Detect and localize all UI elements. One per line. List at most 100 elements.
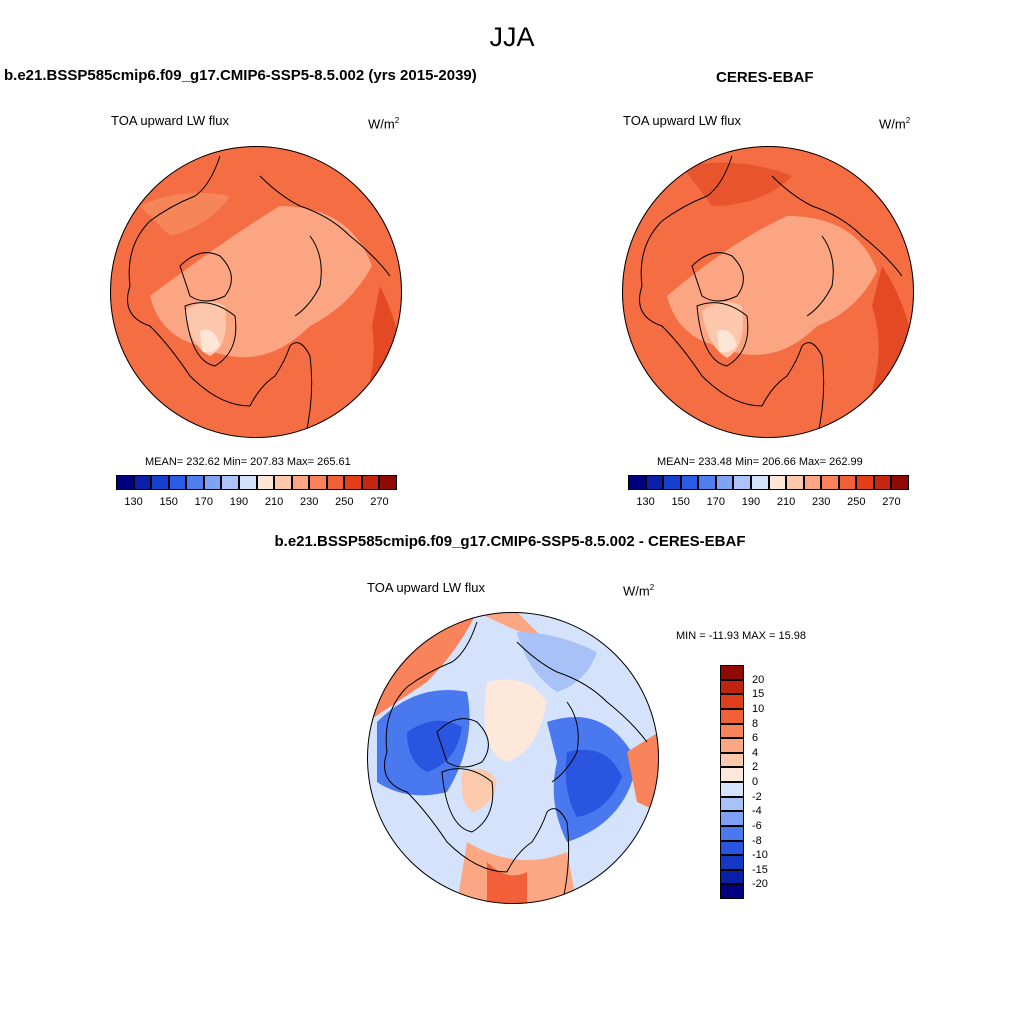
- model-variable-label: TOA upward LW flux: [111, 113, 230, 128]
- colorbar-swatch: [873, 475, 892, 490]
- diff-units-label: W/m2: [623, 583, 655, 599]
- colorbar-swatch: [720, 752, 744, 768]
- colorbar-swatch: [168, 475, 187, 490]
- colorbar-swatch: [379, 475, 397, 490]
- colorbar-swatch: [274, 475, 292, 490]
- colorbar-swatch: [856, 475, 874, 490]
- colorbar-swatch: [720, 840, 744, 856]
- colorbar-tick-label: 150: [159, 496, 178, 508]
- colorbar-swatch: [628, 475, 646, 490]
- colorbar-tick-label: 270: [370, 496, 389, 508]
- colorbar-swatch: [663, 475, 681, 490]
- obs-variable-label: TOA upward LW flux: [623, 113, 742, 128]
- colorbar-swatch: [645, 475, 664, 490]
- colorbar-tick-label: -8: [752, 834, 762, 847]
- colorbar-tick-label: 130: [636, 496, 655, 508]
- colorbar-tick-label: 0: [752, 776, 759, 788]
- colorbar-swatch: [733, 475, 751, 490]
- colorbar-swatch: [698, 475, 716, 490]
- obs-units-label: W/m2: [879, 116, 911, 132]
- colorbar-tick-label: 10: [752, 702, 765, 715]
- diff-colorbar-labels: 20 15 10 8 6 4 2 0 -2 -4 -6 -8 -10 -15 -20: [752, 665, 792, 899]
- colorbar-swatch: [821, 475, 839, 490]
- colorbar-swatch: [151, 475, 169, 490]
- colorbar-swatch: [186, 475, 204, 490]
- colorbar-swatch: [720, 694, 744, 709]
- colorbar-swatch: [720, 782, 744, 797]
- colorbar-swatch: [344, 475, 362, 490]
- colorbar-tick-label: -6: [752, 819, 762, 832]
- season-title: JJA: [489, 22, 535, 52]
- colorbar-swatch: [291, 475, 310, 490]
- colorbar-swatch: [116, 475, 134, 490]
- colorbar-tick-label: 2: [752, 761, 759, 774]
- colorbar-swatch: [203, 475, 222, 490]
- colorbar-swatch: [720, 811, 744, 826]
- colorbar-tick-label: -10: [752, 849, 768, 862]
- colorbar-tick-label: 4: [752, 746, 759, 759]
- colorbar-swatch: [891, 475, 909, 490]
- obs-polar-map: [622, 146, 914, 438]
- colorbar-swatch: [680, 475, 699, 490]
- model-stats: MEAN= 232.62 Min= 207.83 Max= 265.61: [145, 456, 351, 468]
- colorbar-swatch: [720, 738, 744, 753]
- colorbar-swatch: [720, 665, 744, 680]
- colorbar-swatch: [786, 475, 804, 490]
- diff-panel-title: b.e21.BSSP585cmip6.f09_g17.CMIP6-SSP5-8.…: [274, 533, 746, 550]
- colorbar-tick-label: 230: [812, 496, 831, 508]
- colorbar-tick-label: 170: [194, 496, 213, 508]
- colorbar-swatch: [715, 475, 734, 490]
- obs-panel-title: CERES-EBAF: [716, 69, 814, 86]
- colorbar-tick-label: 6: [752, 732, 759, 745]
- colorbar-tick-label: -2: [752, 790, 762, 803]
- model-colorbar-labels: 130 150 170 190 210 230 250 270: [116, 496, 397, 510]
- colorbar-tick-label: 15: [752, 688, 765, 701]
- diff-colorbar: [720, 665, 744, 899]
- colorbar-swatch: [720, 884, 744, 899]
- colorbar-tick-label: 130: [124, 496, 143, 508]
- colorbar-swatch: [720, 869, 744, 885]
- colorbar-swatch: [720, 767, 744, 782]
- colorbar-swatch: [768, 475, 787, 490]
- colorbar-tick-label: 270: [882, 496, 901, 508]
- colorbar-swatch: [803, 475, 822, 490]
- diff-minmax: MIN = -11.93 MAX = 15.98: [676, 630, 807, 642]
- diff-variable-label: TOA upward LW flux: [367, 580, 486, 595]
- colorbar-tick-label: 8: [752, 717, 759, 730]
- colorbar-swatch: [838, 475, 857, 490]
- colorbar-swatch: [720, 796, 744, 812]
- colorbar-tick-label: 250: [847, 496, 866, 508]
- colorbar-swatch: [221, 475, 239, 490]
- colorbar-swatch: [720, 855, 744, 870]
- colorbar-swatch: [720, 679, 744, 695]
- colorbar-swatch: [720, 723, 744, 739]
- colorbar-tick-label: 190: [229, 496, 249, 508]
- colorbar-swatch: [750, 475, 769, 490]
- colorbar-tick-label: 170: [706, 496, 725, 508]
- colorbar-tick-label: 250: [335, 496, 354, 508]
- colorbar-swatch: [309, 475, 327, 490]
- colorbar-swatch: [326, 475, 345, 490]
- colorbar-tick-label: 230: [300, 496, 319, 508]
- model-units-label: W/m2: [368, 116, 400, 132]
- obs-colorbar-labels: 130 150 170 190 210 230 250 270: [628, 496, 909, 510]
- colorbar-tick-label: -15: [752, 863, 768, 876]
- colorbar-tick-label: -4: [752, 805, 762, 818]
- model-panel-title: b.e21.BSSP585cmip6.f09_g17.CMIP6-SSP5-8.…: [4, 67, 477, 84]
- colorbar-swatch: [361, 475, 380, 490]
- model-polar-map: [110, 146, 402, 438]
- obs-colorbar: [628, 475, 909, 490]
- colorbar-tick-label: 210: [776, 496, 796, 508]
- model-colorbar: [116, 475, 397, 490]
- colorbar-tick-label: 210: [264, 496, 284, 508]
- colorbar-tick-label: 20: [752, 673, 765, 686]
- colorbar-swatch: [238, 475, 257, 490]
- colorbar-tick-label: 150: [671, 496, 690, 508]
- colorbar-swatch: [133, 475, 152, 490]
- colorbar-swatch: [256, 475, 275, 490]
- colorbar-tick-label: 190: [741, 496, 761, 508]
- colorbar-swatch: [720, 825, 744, 841]
- colorbar-swatch: [720, 708, 744, 724]
- diff-polar-map: [367, 612, 659, 904]
- obs-stats: MEAN= 233.48 Min= 206.66 Max= 262.99: [657, 456, 863, 468]
